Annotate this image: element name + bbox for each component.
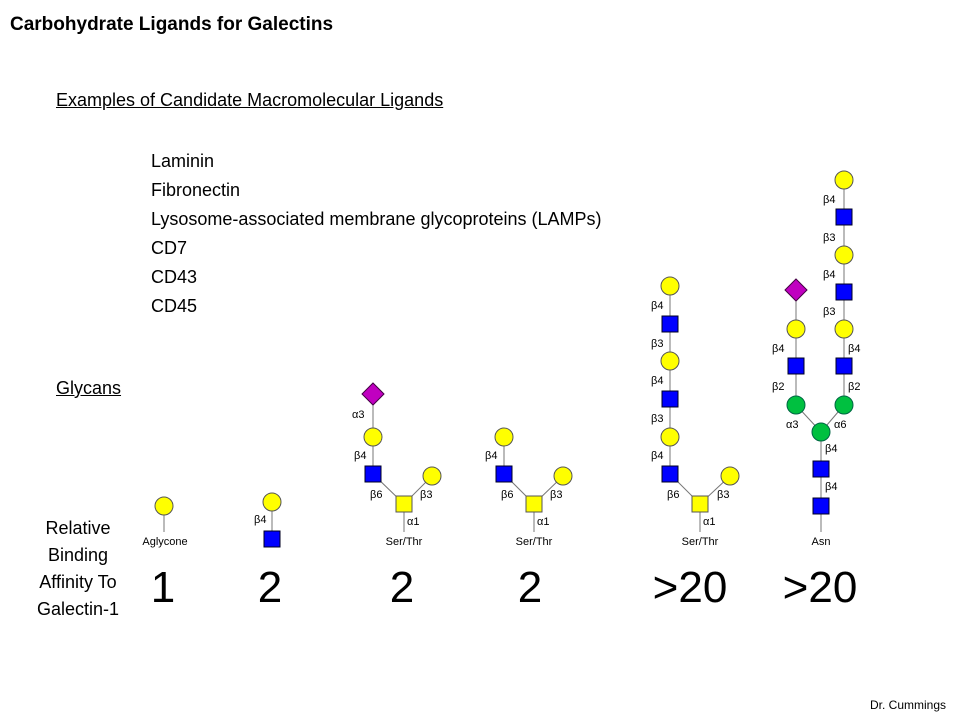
affinity-value-4: 2: [517, 563, 543, 612]
svg-text:β2: β2: [848, 381, 860, 393]
svg-text:β4: β4: [651, 450, 663, 462]
ligand-list: Laminin Fibronectin Lysosome-associated …: [151, 147, 602, 321]
ligand-item: Laminin: [151, 151, 215, 171]
glycan-bonds: [163, 180, 845, 538]
svg-text:β4: β4: [485, 450, 497, 462]
galactose-icon: [154, 170, 854, 516]
svg-text:β2: β2: [772, 381, 784, 393]
svg-text:β4: β4: [825, 481, 837, 493]
svg-text:α1: α1: [407, 516, 419, 528]
page-title: Carbohydrate Ligands for Galectins: [10, 14, 334, 35]
svg-text:β4: β4: [254, 514, 266, 526]
affinity-value-6: >20: [782, 563, 858, 612]
svg-text:β4: β4: [772, 343, 784, 355]
svg-text:β3: β3: [823, 232, 835, 244]
affinity-value-2: 2: [257, 563, 283, 612]
svg-text:β4: β4: [823, 269, 835, 281]
affinity-value-1: 1: [150, 563, 176, 612]
macromolecular-ligands-heading: Examples of Candidate Macromolecular Lig…: [56, 90, 444, 110]
anchor-label: Asn: [812, 536, 831, 548]
svg-text:α1: α1: [537, 516, 549, 528]
ligand-item: Fibronectin: [151, 180, 241, 200]
svg-text:β3: β3: [717, 489, 729, 501]
svg-text:β4: β4: [825, 443, 837, 455]
svg-text:β3: β3: [550, 489, 562, 501]
svg-text:β3: β3: [651, 413, 663, 425]
svg-text:β4: β4: [823, 194, 835, 206]
anchor-label: Ser/Thr: [516, 536, 553, 548]
linkage-labels: β4 α3 β4 β6 β3 α1 β4 β6 β3 α1 β4 β3 β4 β…: [254, 194, 860, 528]
svg-text:β3: β3: [823, 306, 835, 318]
ligand-item: CD7: [151, 238, 188, 258]
affinity-value-3: 2: [389, 563, 415, 612]
ligand-item: CD45: [151, 296, 198, 316]
ligand-item: CD43: [151, 267, 198, 287]
svg-text:β3: β3: [651, 338, 663, 350]
svg-text:α6: α6: [834, 419, 846, 431]
anchor-label: Ser/Thr: [682, 536, 719, 548]
svg-text:α3: α3: [786, 419, 798, 431]
anchor-label: Ser/Thr: [386, 536, 423, 548]
ligand-item: Lysosome-associated membrane glycoprotei…: [151, 209, 602, 229]
svg-text:β4: β4: [651, 375, 663, 387]
svg-text:α3: α3: [352, 409, 364, 421]
anchor-labels: Aglycone Ser/Thr Ser/Thr Ser/Thr Asn: [142, 536, 830, 548]
affinity-label-line: Affinity To: [39, 572, 117, 592]
glycans-heading: Glycans: [56, 378, 122, 398]
svg-text:β6: β6: [501, 489, 513, 501]
svg-text:β6: β6: [667, 489, 679, 501]
svg-text:β4: β4: [354, 450, 366, 462]
author-credit: Dr. Cummings: [869, 698, 946, 712]
affinity-label-line: Binding: [47, 545, 109, 565]
affinity-value-5: >20: [652, 563, 728, 612]
affinity-label-line: Galectin-1: [36, 599, 120, 619]
svg-text:β4: β4: [651, 300, 663, 312]
svg-text:β6: β6: [370, 489, 382, 501]
glcnac-icon: [263, 208, 853, 548]
svg-text:β4: β4: [848, 343, 860, 355]
svg-text:β3: β3: [420, 489, 432, 501]
svg-text:α1: α1: [703, 516, 715, 528]
affinity-label: Relative Binding Affinity To Galectin-1: [18, 515, 138, 623]
affinity-label-line: Relative: [45, 518, 111, 538]
galnac-icon: [395, 495, 709, 513]
anchor-label: Aglycone: [142, 536, 187, 548]
sialic-acid-icon: [361, 278, 808, 406]
mannose-icon: [786, 395, 854, 442]
